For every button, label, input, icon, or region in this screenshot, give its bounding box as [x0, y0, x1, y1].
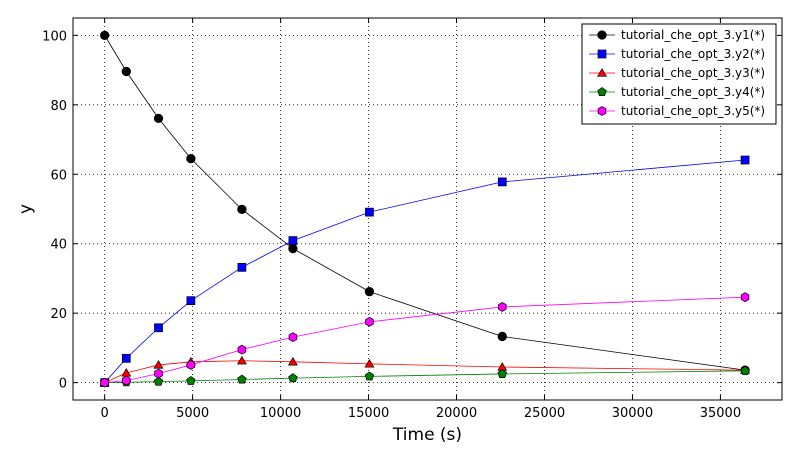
data-point [100, 377, 109, 388]
x-tick-label: 10000 [260, 406, 301, 421]
data-point [154, 323, 163, 333]
axis-ticks: 0 5000 10000 15000 20000 25000 30000 35000 0 20 40… [42, 18, 782, 421]
x-tick-label: 5000 [176, 406, 209, 421]
legend-marker [597, 68, 607, 77]
data-point [153, 360, 164, 369]
data-point [364, 287, 375, 297]
data-point [497, 331, 507, 342]
series-2 [100, 155, 750, 387]
data-point [364, 358, 375, 368]
data-point [288, 243, 298, 254]
y-tick-label: 60 [50, 168, 67, 183]
series-layer [99, 30, 750, 388]
data-point [122, 375, 131, 386]
legend-marker [597, 87, 607, 96]
data-point [153, 113, 164, 124]
x-tick-label: 0 [101, 406, 109, 421]
data-point [186, 360, 196, 370]
y-tick-label: 80 [50, 99, 67, 114]
data-point [121, 66, 131, 77]
legend-item: tutorial_che_opt_3.y3(*) [589, 66, 765, 80]
data-point [237, 262, 247, 272]
legend-marker [597, 49, 607, 59]
series-1 [100, 30, 750, 375]
series-5 [100, 292, 750, 388]
y-tick-label: 0 [59, 377, 67, 392]
data-point [740, 365, 750, 375]
data-point [121, 353, 131, 363]
y-tick-label: 100 [42, 29, 67, 44]
data-point [100, 30, 110, 41]
data-point [365, 207, 374, 217]
legend-box [581, 23, 777, 125]
legend-item: tutorial_che_opt_3.y1(*) [589, 28, 765, 42]
legend-label: tutorial_che_opt_3.y5(*) [621, 104, 765, 118]
data-point [236, 355, 247, 365]
data-point [186, 153, 196, 164]
legend-label: tutorial_che_opt_3.y4(*) [621, 85, 765, 99]
data-point [186, 375, 196, 385]
series-line [104, 159, 746, 383]
data-point [498, 302, 507, 312]
legend-item: tutorial_che_opt_3.y5(*) [589, 104, 765, 118]
x-tick-label: 15000 [348, 406, 389, 421]
legend-label: tutorial_che_opt_3.y2(*) [621, 47, 765, 61]
data-point [237, 344, 247, 355]
x-tick-label: 30000 [612, 406, 653, 421]
legend-marker [597, 106, 607, 116]
legend-item: tutorial_che_opt_3.y2(*) [589, 47, 765, 61]
data-point [186, 296, 196, 306]
data-point [288, 332, 298, 343]
x-axis-title: Time (s) [392, 425, 462, 445]
data-point [153, 376, 164, 386]
legend-label: tutorial_che_opt_3.y1(*) [621, 28, 765, 42]
data-point [237, 204, 247, 214]
legend-marker [597, 30, 607, 40]
data-point [287, 356, 298, 366]
data-point [237, 374, 247, 384]
legend-label: tutorial_che_opt_3.y3(*) [621, 66, 765, 80]
x-tick-label: 25000 [524, 406, 565, 421]
data-point [154, 368, 163, 379]
legend: tutorial_che_opt_3.y1(*) tutorial_che_opt… [581, 23, 777, 125]
data-point [740, 292, 750, 303]
data-point [365, 316, 374, 327]
data-point [497, 177, 507, 187]
y-axis-title: y [16, 204, 36, 214]
data-point [288, 236, 298, 245]
x-tick-label: 20000 [436, 406, 477, 421]
data-point [288, 373, 298, 383]
x-tick-label: 35000 [700, 406, 741, 421]
data-point [497, 369, 507, 378]
series-3 [99, 355, 750, 387]
series-line [104, 370, 746, 384]
data-point [740, 155, 750, 165]
y-tick-label: 20 [50, 307, 67, 322]
plot-area-frame [72, 17, 783, 401]
data-point [364, 371, 375, 381]
legend-item: tutorial_che_opt_3.y4(*) [589, 85, 765, 99]
y-tick-label: 40 [50, 238, 67, 253]
